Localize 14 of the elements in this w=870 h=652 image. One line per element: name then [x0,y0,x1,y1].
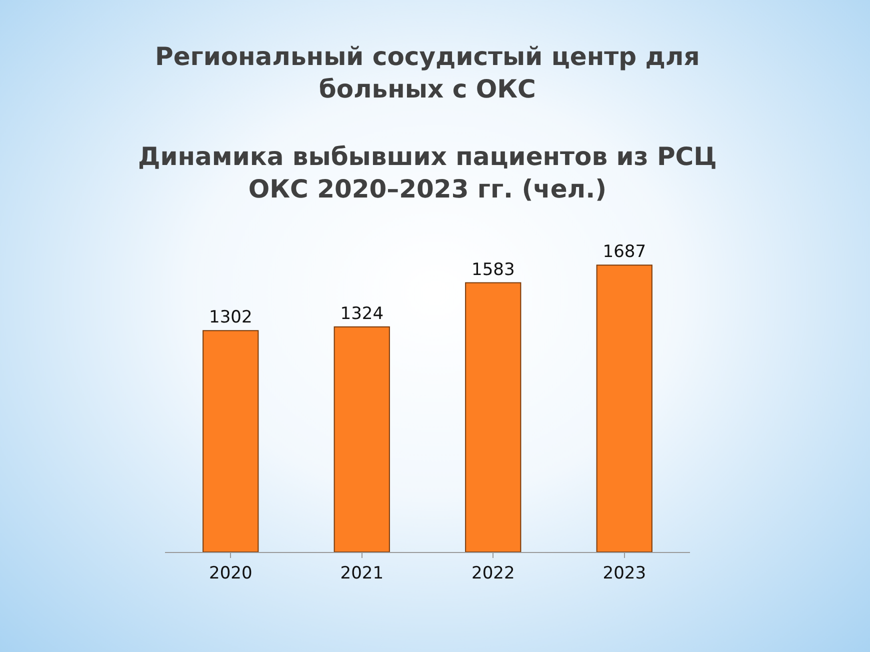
chart-subtitle: Динамика выбывших пациентов из РСЦ ОКС 2020–2023 гг. (чел.) [138,142,717,204]
x-tick-label: 2020 [208,563,252,584]
bar [465,282,522,552]
bar [202,330,259,552]
x-tick-label: 2022 [471,563,515,584]
data-label: 1302 [208,308,252,328]
data-label: 1324 [340,304,384,324]
bar [334,326,390,552]
data-label: 1583 [471,260,515,280]
data-label: 1687 [602,242,646,262]
bar [596,264,652,552]
chart-title: Региональный сосудистый центр для больных с ОКС [155,42,700,104]
x-tick-label: 2021 [340,563,384,584]
x-tick-label: 2023 [602,563,646,584]
